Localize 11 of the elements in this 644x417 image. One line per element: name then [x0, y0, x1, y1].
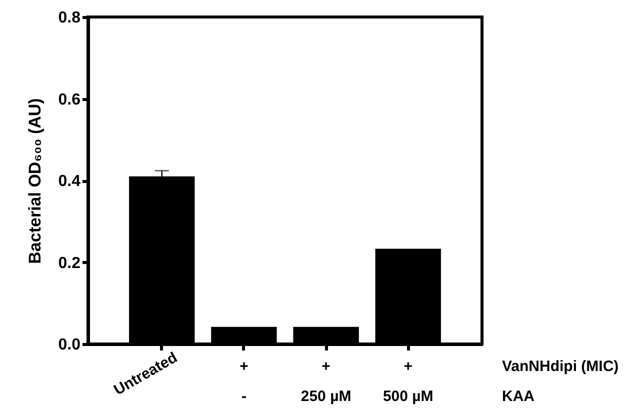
y-tick-label: 0.2 [58, 254, 81, 272]
y-tick-label: 0.6 [58, 91, 81, 108]
category-label: + 250 µM [300, 358, 352, 405]
category-label: + 500 µM [382, 358, 434, 405]
y-tick-label: 0.0 [58, 336, 81, 354]
category-label: + - [240, 358, 248, 405]
text: VanNHdipi (MIC) [502, 358, 619, 375]
y-tick-label: 0.8 [58, 10, 81, 26]
y-axis-title: Bacterial OD₆₀₀ (AU) [25, 98, 44, 264]
y-tick-label: 0.4 [58, 173, 81, 190]
text: KAA [502, 388, 535, 405]
